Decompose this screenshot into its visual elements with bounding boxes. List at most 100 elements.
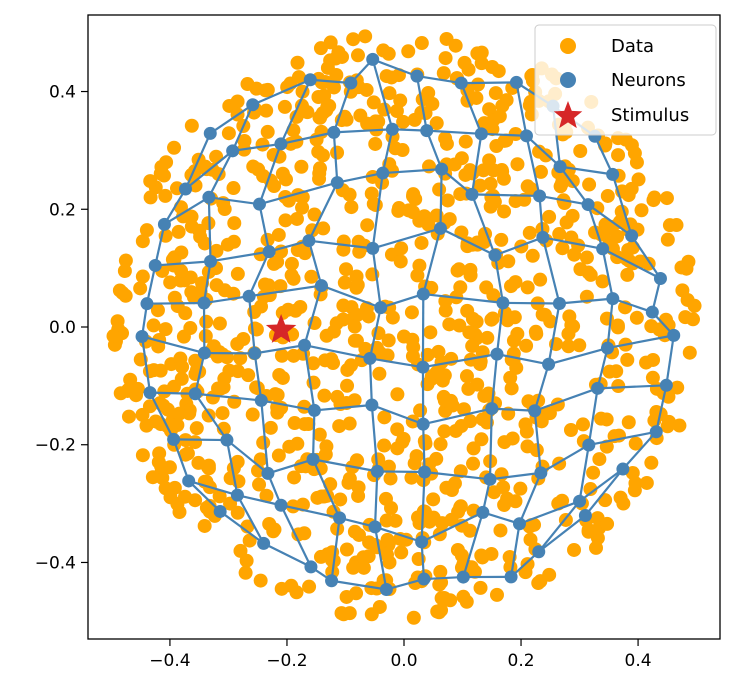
data-point <box>414 36 429 51</box>
data-point <box>504 381 519 396</box>
data-point <box>178 447 193 462</box>
neuron-edge <box>308 239 373 250</box>
data-point <box>233 351 248 366</box>
data-point <box>503 279 518 294</box>
neuron-edge <box>494 236 544 257</box>
data-point <box>456 402 471 417</box>
data-point <box>139 418 154 433</box>
x-tick-label: −0.2 <box>266 651 307 671</box>
neuron-edge <box>261 399 315 412</box>
neuron <box>374 301 388 315</box>
data-point <box>567 542 582 557</box>
data-point <box>598 136 613 151</box>
neuron-edge <box>423 292 504 304</box>
data-point <box>433 564 448 579</box>
data-point <box>297 417 312 432</box>
data-point <box>319 103 334 118</box>
neuron <box>454 76 468 90</box>
data-point <box>437 591 452 605</box>
data-point <box>183 321 198 336</box>
data-point <box>212 489 227 504</box>
neuron-edge <box>488 408 493 480</box>
legend-label-stimulus: Stimulus <box>611 105 689 126</box>
neuron-edge <box>422 407 493 426</box>
data-point <box>346 560 361 575</box>
data-point <box>271 227 286 242</box>
neuron <box>202 190 216 204</box>
data-point <box>118 253 133 268</box>
data-point <box>258 83 273 98</box>
data-point <box>171 224 186 239</box>
neuron-edge <box>622 431 658 470</box>
data-point <box>435 373 450 388</box>
data-point <box>130 381 145 396</box>
data-point <box>542 209 557 224</box>
data-point <box>518 565 533 580</box>
neuron-edge <box>236 494 265 544</box>
data-point <box>467 564 482 579</box>
data-point <box>620 267 635 282</box>
neuron-edge <box>537 500 581 553</box>
data-point <box>290 55 305 70</box>
data-point <box>658 312 673 327</box>
data-point <box>473 580 488 595</box>
data-point <box>150 303 165 318</box>
neuron-edge <box>655 385 668 433</box>
neuron <box>606 292 620 306</box>
data-point <box>339 262 354 277</box>
neuron-edge <box>163 188 187 225</box>
data-point <box>552 227 567 242</box>
neuron <box>504 570 518 584</box>
data-point <box>496 480 511 495</box>
data-point <box>628 436 643 451</box>
neuron-edge <box>422 228 442 295</box>
data-point <box>312 161 327 176</box>
data-point <box>420 347 435 362</box>
data-point <box>172 406 187 421</box>
neuron-edge <box>578 468 624 503</box>
neuron <box>534 466 548 480</box>
neuron <box>203 126 217 140</box>
neuron-edge <box>194 393 228 441</box>
data-point <box>201 216 216 231</box>
data-point <box>423 325 438 340</box>
neuron <box>157 217 171 231</box>
data-point <box>182 406 197 421</box>
neuron-edge <box>321 284 382 309</box>
neuron-edge <box>368 358 373 406</box>
neuron <box>465 187 479 201</box>
data-point <box>621 415 636 430</box>
data-point <box>240 77 255 92</box>
neuron-edge <box>381 129 394 174</box>
neuron <box>542 357 556 371</box>
data-point <box>618 132 633 147</box>
data-point <box>230 505 245 520</box>
neuron <box>420 124 434 138</box>
neuron-edge <box>312 458 341 519</box>
neuron <box>596 242 610 256</box>
data-point <box>410 268 425 283</box>
data-point <box>236 331 251 346</box>
neuron-edge <box>248 284 322 298</box>
data-point <box>304 269 319 284</box>
data-point <box>522 225 537 240</box>
data-point <box>368 136 383 151</box>
data-point <box>158 188 173 203</box>
data-point <box>361 309 376 324</box>
neuron-edge <box>150 391 196 395</box>
neuron-edge <box>304 344 371 360</box>
data-point <box>284 256 299 271</box>
neuron-edge <box>279 79 312 145</box>
data-point <box>485 59 500 74</box>
data-point <box>563 422 578 437</box>
neuron-edge <box>416 75 462 85</box>
neuron-edge <box>307 182 339 242</box>
data-point <box>452 318 467 333</box>
neuron-edge <box>547 303 561 365</box>
neuron-edge <box>593 135 614 175</box>
data-point <box>414 235 429 250</box>
neuron-edge <box>373 526 388 590</box>
neuron <box>298 338 312 352</box>
data-point <box>581 265 596 280</box>
data-point <box>463 262 478 277</box>
